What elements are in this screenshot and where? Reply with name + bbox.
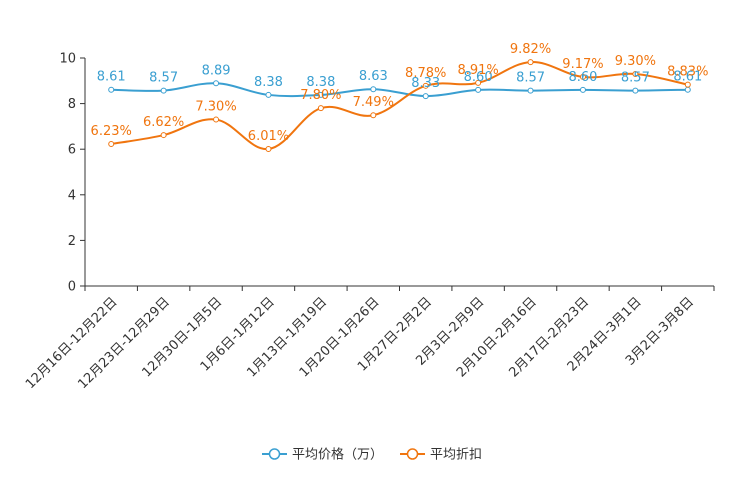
- data-point[interactable]: [160, 87, 167, 94]
- y-tick-label: 8: [68, 97, 76, 112]
- data-point[interactable]: [422, 93, 429, 100]
- legend-marker: [268, 448, 281, 460]
- data-label: 7.30%: [195, 100, 236, 115]
- data-point[interactable]: [632, 87, 639, 94]
- data-point[interactable]: [579, 73, 586, 80]
- data-label: 8.61: [673, 70, 702, 85]
- data-point[interactable]: [527, 59, 534, 66]
- data-point[interactable]: [213, 116, 220, 123]
- x-tick-label: 12月16日-12月22日: [23, 295, 120, 392]
- data-point[interactable]: [684, 86, 691, 93]
- data-point[interactable]: [475, 86, 482, 93]
- data-label: 8.57: [149, 71, 178, 86]
- y-tick-label: 10: [59, 52, 76, 67]
- data-label: 8.33: [411, 76, 440, 91]
- legend-label: 平均折扣: [430, 448, 482, 463]
- data-point[interactable]: [632, 70, 639, 77]
- data-label: 6.62%: [143, 115, 184, 130]
- data-point[interactable]: [370, 112, 377, 119]
- legend-item-2[interactable]: 平均折扣: [400, 448, 482, 463]
- data-label: 8.38: [254, 75, 283, 90]
- data-point[interactable]: [108, 140, 115, 147]
- data-point[interactable]: [475, 79, 482, 86]
- data-point[interactable]: [684, 81, 691, 88]
- data-label: 8.57: [621, 71, 650, 86]
- data-label: 9.30%: [615, 54, 656, 69]
- data-label: 8.60: [568, 70, 597, 85]
- data-label: 8.89: [202, 63, 231, 78]
- data-label: 9.17%: [562, 57, 603, 72]
- y-tick-label: 4: [68, 188, 76, 203]
- y-tick-label: 2: [68, 234, 76, 249]
- series-line-1: [111, 82, 688, 98]
- legend-label: 平均价格（万）: [292, 447, 383, 463]
- data-point[interactable]: [579, 86, 586, 93]
- series-labels: 8.61 8.57 8.89 8.38 8.38 8.63 8.33 8.60 8.57 8.60…: [91, 42, 709, 144]
- data-point[interactable]: [527, 87, 534, 94]
- data-label: 8.60: [464, 70, 493, 85]
- data-label: 6.01%: [248, 129, 289, 144]
- data-point[interactable]: [370, 86, 377, 93]
- data-point[interactable]: [317, 105, 324, 112]
- data-label: 8.83%: [667, 65, 708, 80]
- legend-marker: [406, 448, 419, 460]
- data-label: 8.57: [516, 71, 545, 86]
- data-label: 8.61: [97, 70, 126, 85]
- x-tick-label: 12月23日-12月29日: [75, 295, 172, 392]
- series-points: [108, 59, 691, 152]
- data-label: 6.23%: [91, 124, 132, 139]
- data-label: 7.49%: [353, 95, 394, 110]
- data-point[interactable]: [317, 91, 324, 98]
- data-point[interactable]: [265, 145, 272, 152]
- legend[interactable]: 平均价格（万） 平均折扣: [262, 447, 482, 463]
- data-label: 8.91%: [457, 63, 498, 78]
- data-label: 7.80%: [300, 88, 341, 103]
- data-label: 8.78%: [405, 66, 446, 81]
- data-point[interactable]: [160, 132, 167, 139]
- data-point[interactable]: [265, 91, 272, 98]
- y-tick-label: 6: [68, 143, 76, 158]
- data-label: 8.63: [359, 69, 388, 84]
- data-point[interactable]: [422, 82, 429, 89]
- y-tick-label: 0: [68, 280, 76, 295]
- data-label: 8.38: [306, 75, 335, 90]
- legend-item-1[interactable]: 平均价格（万）: [262, 447, 383, 463]
- data-label: 9.82%: [510, 42, 551, 57]
- data-point[interactable]: [108, 86, 115, 93]
- data-point[interactable]: [213, 80, 220, 87]
